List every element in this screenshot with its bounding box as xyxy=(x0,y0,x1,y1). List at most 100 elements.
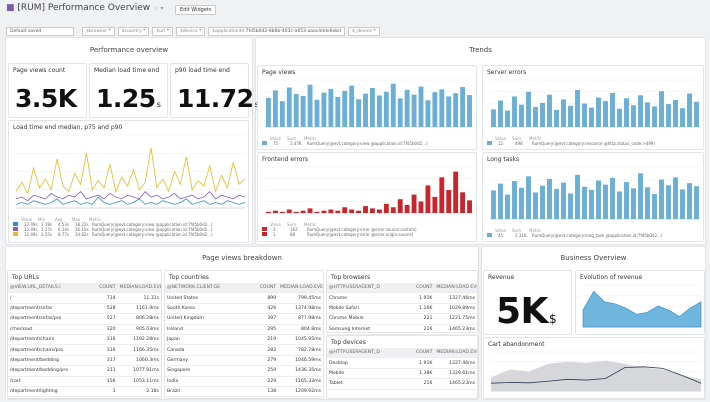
cell: 2.18s xyxy=(117,386,161,398)
bar xyxy=(694,186,699,219)
bar xyxy=(645,187,650,219)
bar xyxy=(596,97,601,127)
filter[interactable]: $_device * xyxy=(347,27,380,36)
cell: 899 xyxy=(233,292,279,304)
cell: 221 xyxy=(391,313,435,325)
chart-title: Evolution of revenue xyxy=(580,274,643,281)
legend-column: Metric xyxy=(304,136,317,141)
bar xyxy=(561,99,566,127)
edit-widgets[interactable]: Edit Widgets xyxy=(175,5,217,15)
table-row: Brazil 138 1209.92ms xyxy=(165,386,323,398)
legend-row: 12 498 RumQuery(@evt.category:resource @ht… xyxy=(487,141,699,146)
cell: 1029.89ms xyxy=(434,303,477,315)
table-row: /department/chairs 316 1192.28ms xyxy=(8,334,161,346)
bar xyxy=(411,194,417,213)
cell: 1465.23ms xyxy=(434,324,477,335)
bar xyxy=(568,193,573,219)
group-title: Performance overview xyxy=(89,46,169,54)
bar xyxy=(335,210,341,213)
filter-value: 7fd5b0d2-8b6b-403c-a653-aaac4dde6ebd xyxy=(245,29,341,34)
bar xyxy=(453,93,459,127)
kpi-title: Page views count xyxy=(13,67,66,74)
kpi-value: 11.72s xyxy=(177,84,259,113)
header-row: @VIEW.URL_DETAILS.ICOUNTMEDIAN:LOAD.EVEN… xyxy=(8,283,161,294)
filter[interactable]: $applicationId 7fd5b0d2-8b6b-403c-a653-a… xyxy=(208,27,345,36)
filter[interactable]: $country * xyxy=(117,27,150,36)
bar xyxy=(505,194,510,219)
table-row: /cart 156 1053.11ms xyxy=(8,376,161,387)
column-header: @NETWORK.CLIENT.GE xyxy=(165,283,234,294)
bar xyxy=(321,210,327,213)
table-row: /department/sofas 528 1161.9ms xyxy=(8,303,161,315)
table-row: Desktop 1.91K 1327.46ms xyxy=(327,357,477,369)
bar xyxy=(519,104,524,127)
cell: /department/lighting xyxy=(8,386,75,398)
bar xyxy=(390,83,396,127)
bar xyxy=(376,209,382,213)
legend-column: Max xyxy=(72,217,81,222)
bar xyxy=(286,209,292,213)
filter[interactable]: $browser * xyxy=(82,27,115,36)
filter-value: * xyxy=(143,29,146,34)
bar xyxy=(446,190,452,213)
legend: Value Sum Metric 75 3.47K RumQuery(@evt.categ… xyxy=(262,136,472,146)
bar xyxy=(266,211,271,213)
legend-cell: 4.53s xyxy=(58,222,69,227)
legend-cell: 34.82s xyxy=(75,232,89,237)
kpi-unit: s xyxy=(255,100,259,109)
legend-cell: RumQuery(@evt.category:view @application… xyxy=(307,141,428,146)
legend-cell: 26.10s xyxy=(75,227,89,232)
legend-cell: 3.47K xyxy=(290,141,302,146)
bar xyxy=(491,190,496,219)
bar xyxy=(512,96,517,127)
cell: Tablet xyxy=(327,378,392,390)
legend-column: Sum xyxy=(287,222,296,227)
chart-widget: Long tasks Value Sum Metric 45 2.31K RumQuery(… xyxy=(482,152,704,242)
line xyxy=(15,190,246,202)
cell: /department/sofas xyxy=(8,303,75,315)
legend-cell: 162 xyxy=(290,227,298,232)
saved-view[interactable]: Default saved xyxy=(6,27,74,36)
bar xyxy=(376,95,382,127)
kpi-title: Median load time end xyxy=(94,67,160,74)
filter[interactable]: $url * xyxy=(152,27,173,36)
cell: Singapore xyxy=(165,365,234,377)
legend-cell: 2.31K xyxy=(515,233,527,238)
bar xyxy=(418,201,424,213)
kpi-number: 11.72 xyxy=(177,84,254,113)
bar xyxy=(293,94,299,127)
chart-title: Cart abandonment xyxy=(488,341,545,348)
table-row: Singapore 250 1436.35ms xyxy=(165,365,323,377)
table-row: Ireland 295 804.8ms xyxy=(165,324,323,335)
bar xyxy=(321,92,327,127)
cell: 279 xyxy=(233,355,279,367)
filter[interactable]: $device * xyxy=(175,27,206,36)
filter-name: $url xyxy=(156,29,166,34)
filter-name: $device xyxy=(179,29,198,34)
kpi-number: 5K xyxy=(496,291,548,332)
legend-cell: 45 xyxy=(498,233,504,238)
table-row: Mobile Safari 1.16K 1029.89ms xyxy=(327,303,477,315)
cell: South Korea xyxy=(165,303,234,315)
group-title: Page views breakdown xyxy=(202,254,282,262)
legend-column: Metric xyxy=(304,222,317,227)
table-row: /department/chairs/pro 316 1166.35ms xyxy=(8,344,161,356)
bar xyxy=(673,177,678,219)
bar xyxy=(314,211,320,213)
bar xyxy=(370,208,375,213)
bar xyxy=(624,98,629,127)
bar xyxy=(575,89,580,127)
legend-cell: RumQuery(@evt.category:resource @http.st… xyxy=(532,141,656,146)
bar xyxy=(554,109,559,127)
legend-row: 3 162 RumQuery(@evt.category:error @error.… xyxy=(262,227,472,232)
bar xyxy=(266,97,271,127)
cell: /department/bedding/pro xyxy=(8,365,75,377)
table-widget: Top countries @NETWORK.CLIENT.GE COUNT MEDI… xyxy=(164,270,324,399)
cell: 1161.9ms xyxy=(117,303,161,315)
legend-row: 12.49s 2.27s 6.14s 26.10s RumQuery(@evt.cate… xyxy=(13,227,244,232)
bar xyxy=(610,92,615,127)
cell: United States xyxy=(165,292,234,304)
legend-column: Value xyxy=(495,136,506,141)
bar xyxy=(603,101,608,127)
